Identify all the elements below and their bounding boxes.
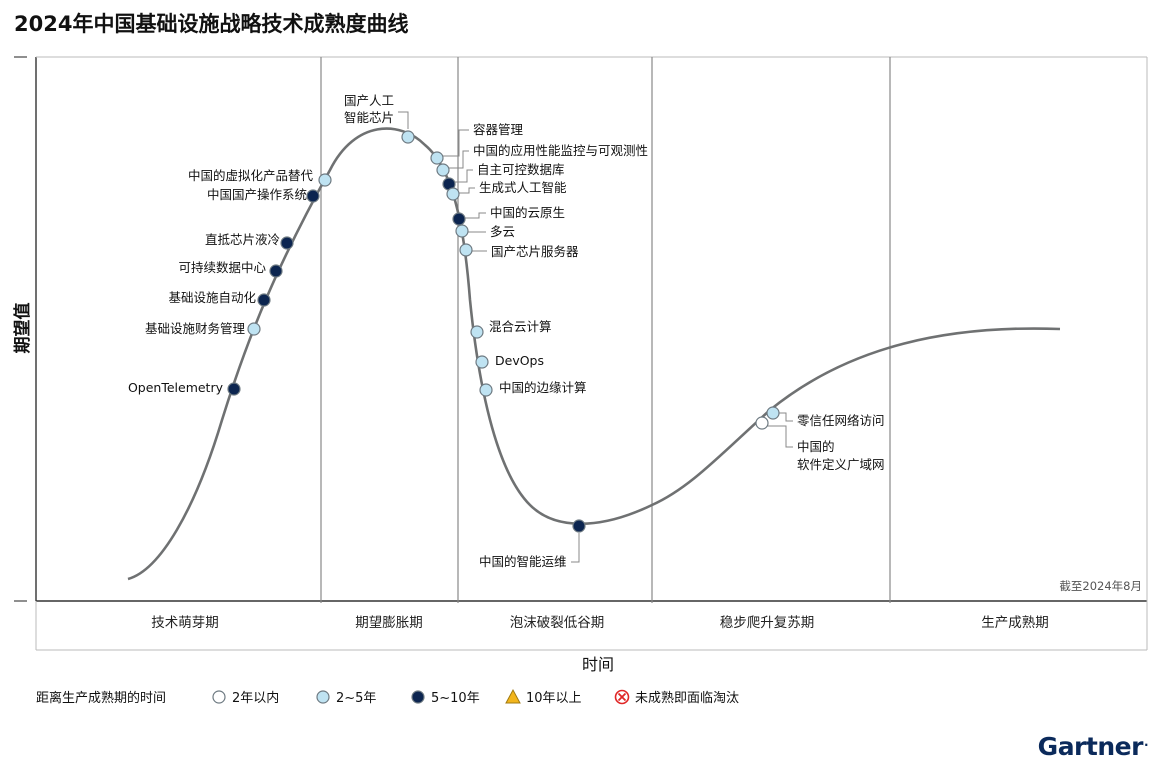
tech-label: 国产芯片服务器 [491,244,579,259]
tech-label: 多云 [490,224,515,239]
tech-leader-line [455,169,473,183]
tech-point [479,383,493,397]
tech-point [269,264,283,278]
phase-label: 生产成熟期 [981,615,1049,631]
tech-label: 零信任网络访问 [797,413,885,428]
legend: 距离生产成熟期的时间 2年以内 2~5年 5~10年 10年以上 未成熟即面临淘汰 [36,688,739,706]
tech-point [755,416,769,430]
tech-point [227,382,241,396]
leader-lines [398,111,793,563]
tech-label: 中国国产操作系统 [207,187,307,202]
tech-label: 基础设施财务管理 [145,321,246,336]
tech-point [470,325,484,339]
legend-symbol-lt2 [212,690,226,704]
tech-label: 中国的应用性能监控与可观测性 [473,143,648,158]
tech-label: 中国的智能运维 [479,554,567,569]
tech-label: 基础设施自动化 [168,290,256,305]
legend-label-2to5: 2~5年 [336,691,376,706]
legend-symbol-5to10 [411,690,425,704]
phase-label: 稳步爬升复苏期 [720,614,815,631]
tech-label: DevOps [495,353,544,368]
legend-label-obsolete: 未成熟即面临淘汰 [635,690,739,706]
tech-leader-line [571,533,580,563]
legend-symbol-obsolete [614,689,630,705]
tech-point [475,355,489,369]
tech-point [455,224,469,238]
tech-point [247,322,261,336]
tech-point [280,236,294,250]
tech-leader-line [465,212,486,219]
tech-label: 中国的边缘计算 [499,380,587,395]
tech-label: 容器管理 [473,122,524,137]
page-title: 2024年中国基础设施战略技术成熟度曲线 [14,12,409,36]
phase-label: 技术萌芽期 [151,615,219,631]
tech-point [257,293,271,307]
tech-point [318,173,332,187]
tech-label: 中国的云原生 [490,205,565,220]
tech-point [436,163,450,177]
tech-label: 中国的软件定义广域网 [797,439,885,472]
tech-point [459,243,473,257]
legend-symbol-2to5 [316,690,330,704]
tech-leader-line [459,187,475,194]
tech-label: 自主可控数据库 [477,162,565,177]
tech-point [572,519,586,533]
chart-frame: 技术萌芽期 期望膨胀期 泡沫破裂低谷期 稳步爬升复苏期 生产成熟期 截至2024年8月时间… [12,56,1148,674]
tech-leader-line [398,111,409,129]
phase-label: 泡沫破裂低谷期 [510,615,605,631]
tech-point [306,189,320,203]
tech-leader-line [443,129,469,157]
tech-point [766,406,780,420]
legend-symbol-gt10 [505,688,521,704]
tech-point [446,187,460,201]
tech-label: 混合云计算 [489,319,552,334]
phase-label: 期望膨胀期 [355,615,423,631]
legend-x-stroke [617,692,627,702]
tech-leader-line [449,150,469,169]
y-axis-label: 期望值 [12,303,33,354]
legend-title: 距离生产成熟期的时间 [36,690,166,706]
tech-leader-line [767,425,793,448]
technology-labels: OpenTelemetry 基础设施财务管理 基础设施自动化 可持续数据中心 直抵芯片液… [128,93,885,569]
gartner-logo: Gartner. [1037,732,1149,761]
tech-point [430,151,444,165]
legend-label-lt2: 2年以内 [232,690,279,706]
tech-label: 国产人工智能芯片 [344,93,394,125]
tech-label: 生成式人工智能 [479,180,567,195]
technology-points [227,130,780,533]
tech-label: OpenTelemetry [128,380,224,395]
legend-label-5to10: 5~10年 [431,691,480,706]
tech-point [452,212,466,226]
legend-label-gt10: 10年以上 [526,691,582,706]
tech-label: 可持续数据中心 [178,260,266,275]
tech-label: 中国的虚拟化产品替代 [188,168,314,183]
tech-label: 直抵芯片液冷 [205,232,280,247]
tech-leader-line [779,412,793,422]
as-of-note: 截至2024年8月 [1059,579,1142,593]
x-axis-label: 时间 [582,655,614,674]
tech-point [401,130,415,144]
